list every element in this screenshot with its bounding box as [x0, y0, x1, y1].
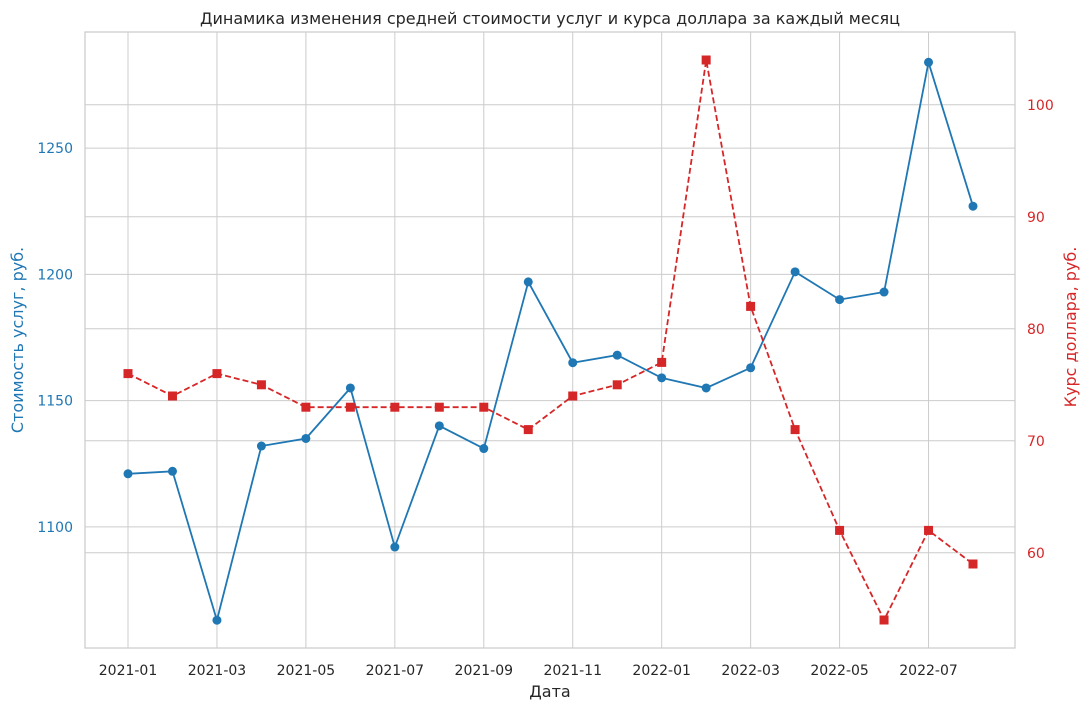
- cost-data-point: [568, 358, 578, 368]
- cost-data-point: [434, 421, 444, 431]
- x-tick-label: 2021-05: [277, 663, 336, 679]
- left-y-tick-label: 1150: [37, 394, 73, 410]
- left-y-tick-label: 1100: [37, 520, 73, 536]
- dollar-data-point: [434, 402, 444, 412]
- cost-data-point: [123, 469, 133, 479]
- dollar-data-point: [523, 425, 533, 435]
- dollar-data-point: [568, 391, 578, 401]
- dollar-series-line: [127, 59, 974, 623]
- x-tick-label: 2021-01: [99, 663, 158, 679]
- cost-data-point: [924, 57, 934, 67]
- dollar-data-point: [390, 402, 400, 412]
- left-y-tick-label: 1250: [37, 141, 73, 157]
- x-tick-label: 2021-03: [188, 663, 247, 679]
- left-y-axis-label: Стоимость услуг, руб.: [8, 247, 27, 433]
- cost-data-point: [701, 383, 711, 393]
- right-y-tick-label: 60: [1027, 546, 1045, 562]
- cost-data-point: [746, 363, 756, 373]
- right-y-tick-label: 100: [1027, 98, 1054, 114]
- x-tick-label: 2021-07: [366, 663, 425, 679]
- cost-data-point: [835, 295, 845, 305]
- dollar-data-point: [746, 301, 756, 311]
- right-y-tick-label: 70: [1027, 434, 1045, 450]
- cost-data-point: [612, 350, 622, 360]
- right-y-axis-label: Курс доллара, руб.: [1061, 247, 1080, 408]
- dollar-data-point: [790, 425, 800, 435]
- dollar-data-point: [345, 402, 355, 412]
- x-tick-label: 2022-03: [721, 663, 780, 679]
- right-y-tick-label: 90: [1027, 210, 1045, 226]
- cost-data-point: [879, 287, 889, 297]
- series-layer: [123, 55, 978, 625]
- cost-data-point: [523, 277, 533, 287]
- dollar-data-point: [879, 615, 889, 625]
- x-tick-label: 2022-07: [899, 663, 958, 679]
- dollar-data-point: [835, 525, 845, 535]
- cost-data-point: [345, 383, 355, 393]
- cost-data-point: [479, 444, 489, 454]
- dollar-data-point: [612, 380, 622, 390]
- x-tick-label: 2022-01: [632, 663, 691, 679]
- cost-series-line: [127, 62, 974, 624]
- left-y-tick-label: 1200: [37, 267, 73, 283]
- cost-data-point: [167, 466, 177, 476]
- x-tick-label: 2021-09: [455, 663, 514, 679]
- x-axis-label: Дата: [529, 682, 570, 701]
- dollar-data-point: [123, 369, 133, 379]
- dollar-data-point: [657, 357, 667, 367]
- cost-data-point: [256, 441, 266, 451]
- cost-data-point: [790, 267, 800, 277]
- dollar-data-point: [479, 402, 489, 412]
- x-tick-label: 2021-11: [543, 663, 602, 679]
- tick-layer: 2021-01 2021-03 2021-05 2021-07 2021-09 2021-…: [37, 98, 1053, 679]
- dollar-data-point: [212, 369, 222, 379]
- dollar-data-point: [301, 402, 311, 412]
- dollar-data-point: [924, 525, 934, 535]
- dollar-data-point: [256, 380, 266, 390]
- chart-title: Динамика изменения средней стоимости усл…: [200, 9, 900, 28]
- cost-data-point: [390, 542, 400, 552]
- cost-data-point: [657, 373, 667, 383]
- cost-data-point: [301, 433, 311, 443]
- cost-data-point: [968, 201, 978, 211]
- right-y-tick-label: 80: [1027, 322, 1045, 338]
- dollar-data-point: [701, 55, 711, 65]
- dollar-data-point: [167, 391, 177, 401]
- dollar-data-point: [968, 559, 978, 569]
- cost-data-point: [212, 615, 222, 625]
- plot-frame: [84, 31, 1016, 649]
- x-tick-label: 2022-05: [810, 663, 869, 679]
